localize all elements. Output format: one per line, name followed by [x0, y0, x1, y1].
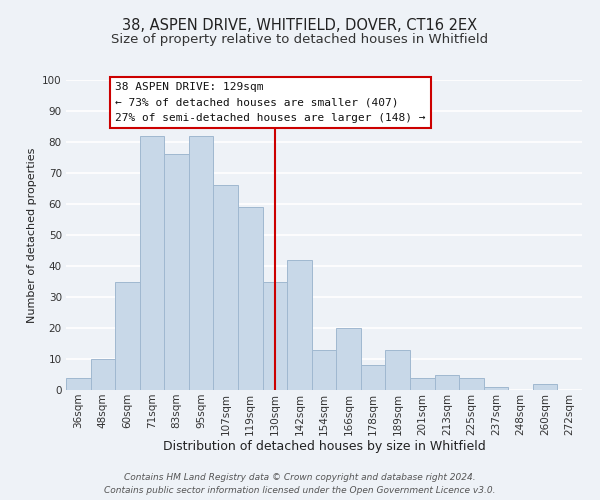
- Text: Contains public sector information licensed under the Open Government Licence v3: Contains public sector information licen…: [104, 486, 496, 495]
- Bar: [263, 282, 287, 390]
- Text: 38, ASPEN DRIVE, WHITFIELD, DOVER, CT16 2EX: 38, ASPEN DRIVE, WHITFIELD, DOVER, CT16 …: [122, 18, 478, 32]
- Bar: [533, 384, 557, 390]
- Bar: [66, 378, 91, 390]
- Bar: [115, 282, 140, 390]
- Text: 38 ASPEN DRIVE: 129sqm
← 73% of detached houses are smaller (407)
27% of semi-de: 38 ASPEN DRIVE: 129sqm ← 73% of detached…: [115, 82, 425, 122]
- Text: Size of property relative to detached houses in Whitfield: Size of property relative to detached ho…: [112, 32, 488, 46]
- Bar: [189, 136, 214, 390]
- Bar: [484, 387, 508, 390]
- Bar: [238, 207, 263, 390]
- X-axis label: Distribution of detached houses by size in Whitfield: Distribution of detached houses by size …: [163, 440, 485, 454]
- Y-axis label: Number of detached properties: Number of detached properties: [26, 148, 37, 322]
- Bar: [459, 378, 484, 390]
- Bar: [214, 186, 238, 390]
- Text: Contains HM Land Registry data © Crown copyright and database right 2024.: Contains HM Land Registry data © Crown c…: [124, 472, 476, 482]
- Bar: [385, 350, 410, 390]
- Bar: [91, 359, 115, 390]
- Bar: [140, 136, 164, 390]
- Bar: [312, 350, 336, 390]
- Bar: [361, 365, 385, 390]
- Bar: [434, 374, 459, 390]
- Bar: [164, 154, 189, 390]
- Bar: [287, 260, 312, 390]
- Bar: [336, 328, 361, 390]
- Bar: [410, 378, 434, 390]
